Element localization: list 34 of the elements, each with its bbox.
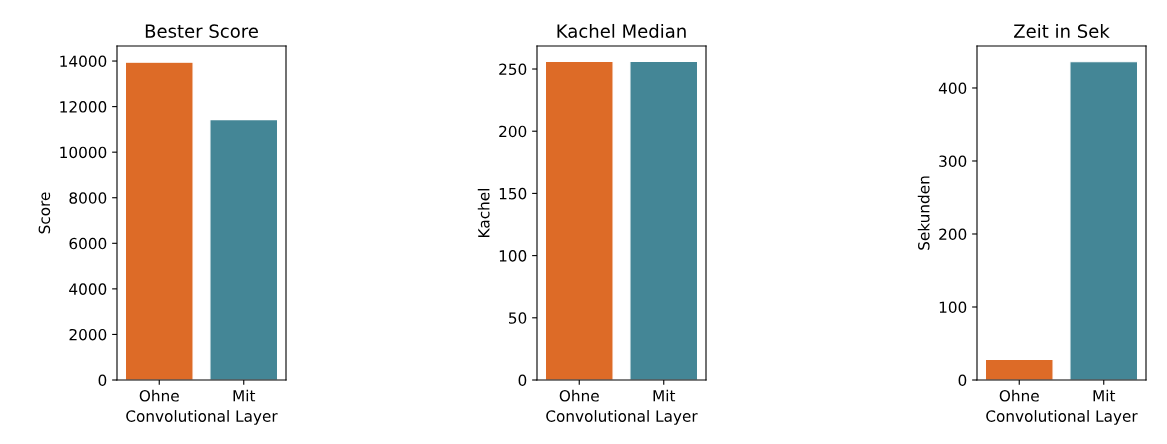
y-tick-label: 150 — [499, 187, 527, 200]
chart-title: Zeit in Sek — [1014, 23, 1110, 38]
x-axis-title: Convolutional Layer — [126, 410, 278, 425]
y-tick-label: 400 — [938, 82, 967, 94]
y-tick-label: 4000 — [69, 283, 107, 295]
y-tick-label: 0 — [518, 374, 527, 387]
chart-title: Bester Score — [145, 24, 258, 38]
y-axis-title: Score — [38, 192, 51, 234]
y-tick-label: 8000 — [69, 192, 107, 204]
y-tick-label: 0 — [98, 374, 107, 387]
y-tick-label: 200 — [939, 228, 967, 241]
x-tick-label: Ohne — [999, 389, 1039, 402]
x-tick-label: Mit — [653, 389, 676, 402]
y-tick-label: 200 — [499, 125, 527, 138]
x-tick-label: Mit — [1093, 389, 1116, 402]
y-tick-label: 2000 — [69, 328, 107, 341]
y-axis-title: Kachel — [477, 189, 490, 237]
y-axis-title: Sekunden — [917, 176, 930, 250]
x-tick-label: Ohne — [139, 389, 179, 402]
y-tick-label: 6000 — [69, 237, 107, 250]
y-tick-label: 100 — [939, 301, 967, 314]
y-tick-label: 10000 — [60, 146, 107, 159]
y-tick-label: 100 — [499, 250, 527, 262]
x-tick-label: Mit — [233, 389, 256, 402]
x-tick-label: Ohne — [559, 389, 599, 402]
x-axis-title: Convolutional Layer — [986, 410, 1138, 425]
x-axis-title: Convolutional Layer — [546, 410, 698, 425]
y-tick-label: 250 — [499, 63, 527, 76]
chart-title: Kachel Median — [557, 23, 686, 38]
y-tick-label: 50 — [509, 312, 527, 324]
y-tick-label: 300 — [939, 155, 967, 168]
y-tick-label: 0 — [958, 374, 967, 387]
y-tick-label: 14000 — [60, 55, 107, 68]
y-tick-label: 12000 — [60, 101, 107, 113]
